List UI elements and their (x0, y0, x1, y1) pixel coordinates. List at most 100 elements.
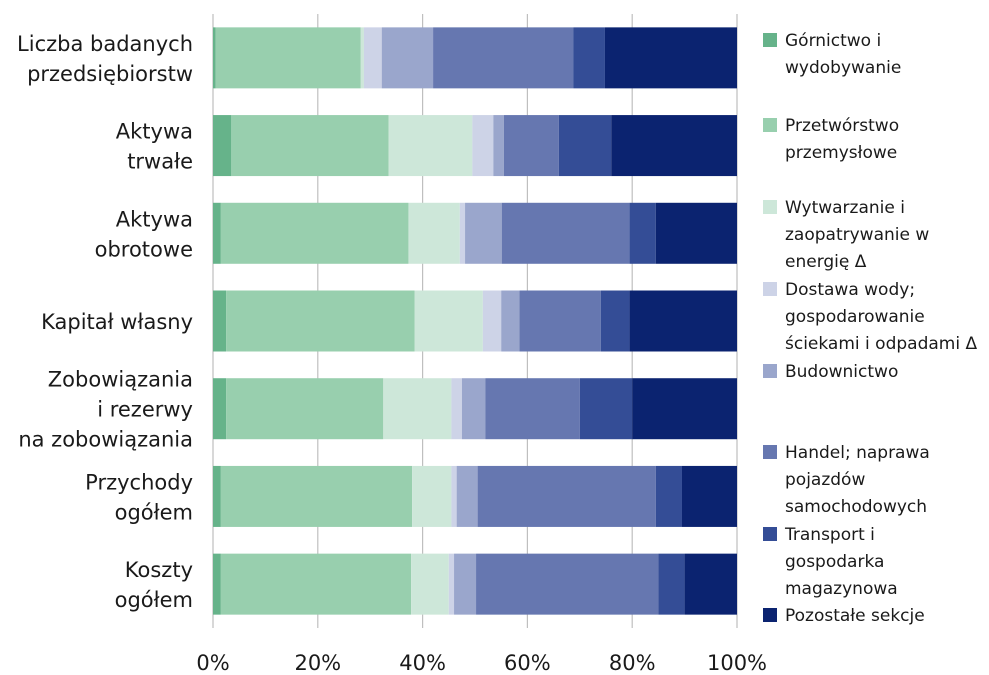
legend-label-0-1: wydobywanie (785, 58, 901, 78)
legend: Górnictwo i wydobywanie Przetwórstwo przemy… (763, 31, 977, 626)
category-label-5-0: Przychody (85, 470, 193, 494)
bar-segment-1-3 (472, 115, 494, 177)
bar-segment-1-2 (388, 115, 473, 177)
bar-segment-0-4 (381, 27, 434, 89)
category-label-1-0: Aktywa (116, 120, 193, 144)
bar-segment-1-0 (213, 115, 232, 177)
bar-segment-4-6 (579, 378, 633, 440)
x-axis-ticks: 0% 20% 40% 60% 80% 100% (196, 651, 767, 675)
category-label-1-1: trwałe (127, 150, 193, 174)
legend-label-4-0: Budownictwo (785, 362, 898, 382)
bar-segment-4-5 (485, 378, 580, 440)
legend-label-3-0: Dostawa wody; (785, 280, 915, 300)
bar-segment-3-1 (226, 290, 415, 352)
bar-segment-0-5 (433, 27, 574, 89)
category-label-0-0: Liczba badanych (17, 32, 193, 56)
bar-segment-5-3 (451, 465, 457, 527)
x-tick-label-4: 80% (609, 651, 656, 675)
bars (213, 27, 737, 615)
bar-segment-5-7 (681, 465, 737, 527)
bar-segment-6-6 (658, 553, 685, 615)
legend-label-1-1: przemysłowe (785, 143, 897, 163)
bar-segment-6-7 (684, 553, 737, 615)
bar-segment-6-2 (411, 553, 449, 615)
bar-segment-0-1 (215, 27, 361, 89)
bar-segment-1-5 (503, 115, 559, 177)
bar-segment-5-6 (655, 465, 682, 527)
x-tick-label-0: 0% (196, 651, 229, 675)
legend-swatch-6 (763, 527, 777, 541)
bar-segment-2-5 (501, 202, 630, 264)
bar-segment-1-4 (493, 115, 504, 177)
bar-segment-5-4 (456, 465, 478, 527)
x-tick-label-2: 40% (399, 651, 446, 675)
bar-segment-2-1 (220, 202, 409, 264)
bar-segment-5-2 (412, 465, 452, 527)
legend-label-6-1: gospodarka (785, 552, 884, 572)
bar-segment-2-3 (459, 202, 466, 264)
bar-segment-4-2 (383, 378, 452, 440)
x-tick-label-5: 100% (707, 651, 767, 675)
bar-segment-3-7 (629, 290, 737, 352)
legend-label-2-1: zaopatrywanie w (785, 225, 929, 245)
legend-swatch-1 (763, 118, 777, 132)
bar-segment-3-3 (482, 290, 502, 352)
legend-label-2-0: Wytwarzanie i (785, 198, 905, 218)
legend-label-5-2: samochodowych (785, 497, 927, 517)
category-label-4-1: i rezerwy (97, 398, 193, 422)
legend-swatch-5 (763, 445, 777, 459)
bar-segment-0-2 (360, 27, 364, 89)
category-label-2-0: Aktywa (116, 207, 193, 231)
legend-label-6-2: magazynowa (785, 579, 898, 599)
bar-segment-5-1 (220, 465, 413, 527)
bar-segment-1-1 (231, 115, 389, 177)
bar-segment-2-0 (213, 202, 221, 264)
bar-segment-3-0 (213, 290, 227, 352)
bar-segment-3-4 (501, 290, 520, 352)
category-label-6-0: Koszty (125, 558, 193, 582)
category-label-2-1: obrotowe (95, 237, 193, 261)
legend-label-1-0: Przetwórstwo (785, 116, 899, 136)
legend-swatch-7 (763, 608, 777, 622)
bar-segment-1-6 (558, 115, 612, 177)
legend-label-0-0: Górnictwo i (785, 31, 881, 51)
legend-swatch-3 (763, 282, 777, 296)
bar-segment-2-2 (408, 202, 460, 264)
bar-segment-4-4 (461, 378, 486, 440)
legend-label-6-0: Transport i (784, 525, 875, 545)
legend-swatch-2 (763, 200, 777, 214)
category-label-3-0: Kapitał własny (41, 310, 193, 334)
legend-label-5-0: Handel; naprawa (785, 443, 930, 463)
x-tick-label-1: 20% (294, 651, 341, 675)
legend-label-3-2: ściekami i odpadami Δ (785, 334, 977, 354)
bar-segment-4-0 (213, 378, 227, 440)
bar-segment-4-3 (451, 378, 462, 440)
bar-segment-6-5 (476, 553, 659, 615)
bar-segment-0-0 (213, 27, 216, 89)
bar-segment-0-6 (573, 27, 605, 89)
category-label-5-1: ogółem (115, 500, 193, 524)
bar-segment-6-1 (220, 553, 412, 615)
bar-segment-2-7 (655, 202, 737, 264)
category-label-4-2: na zobowiązania (18, 428, 193, 452)
bar-segment-0-7 (604, 27, 737, 89)
bar-segment-2-4 (465, 202, 502, 264)
category-label-4-0: Zobowiązania (48, 368, 193, 392)
bar-segment-3-5 (519, 290, 601, 352)
bar-segment-5-5 (477, 465, 656, 527)
category-labels: Liczba badanych przedsiębiorstw Aktywa trwa… (17, 32, 193, 612)
bar-segment-3-2 (414, 290, 483, 352)
bar-segment-5-0 (213, 465, 221, 527)
bar-segment-4-1 (226, 378, 384, 440)
bar-segment-4-7 (632, 378, 737, 440)
legend-label-5-1: pojazdów (785, 470, 865, 490)
category-label-0-1: przedsiębiorstw (27, 62, 193, 86)
bar-segment-1-7 (611, 115, 737, 177)
x-tick-label-3: 60% (504, 651, 551, 675)
legend-label-7-0: Pozostałe sekcje (785, 606, 925, 626)
legend-label-3-1: gospodarowanie (785, 307, 925, 327)
category-label-6-1: ogółem (115, 588, 193, 612)
legend-label-2-2: energię Δ (785, 252, 867, 272)
legend-swatch-4 (763, 364, 777, 378)
